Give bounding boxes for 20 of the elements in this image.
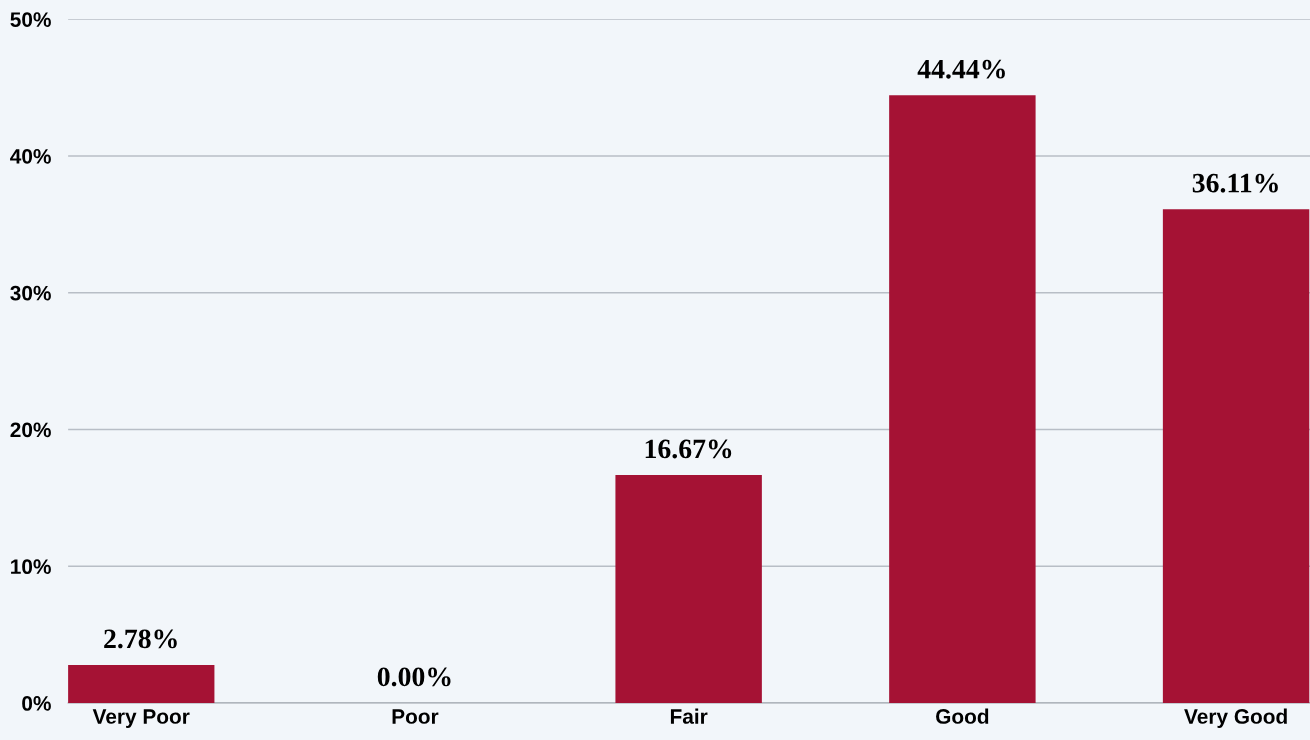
- data-label: 36.11%: [1192, 173, 1278, 193]
- bar: [889, 95, 1036, 703]
- bar: [615, 475, 762, 703]
- data-label: 44.44%: [917, 59, 1005, 79]
- data-label: 16.67%: [645, 439, 732, 459]
- bar: [68, 664, 215, 703]
- y-tick-label: 50%: [10, 12, 51, 27]
- y-tick-label: 0%: [22, 696, 51, 711]
- bar: [1162, 209, 1310, 703]
- x-tick-label: Good: [936, 708, 989, 724]
- data-label: 2.78%: [104, 629, 177, 649]
- y-tick-label: 40%: [10, 148, 51, 164]
- y-tick-label: 10%: [11, 559, 51, 574]
- data-label: 0.00%: [377, 667, 451, 687]
- y-tick-label: 20%: [10, 422, 51, 438]
- x-tick-label: Poor: [392, 709, 439, 724]
- y-tick-label: 30%: [10, 285, 51, 301]
- x-tick-label: Very Poor: [92, 709, 190, 728]
- x-tick-label: Fair: [670, 708, 708, 724]
- x-tick-label: Very Good: [1184, 708, 1287, 728]
